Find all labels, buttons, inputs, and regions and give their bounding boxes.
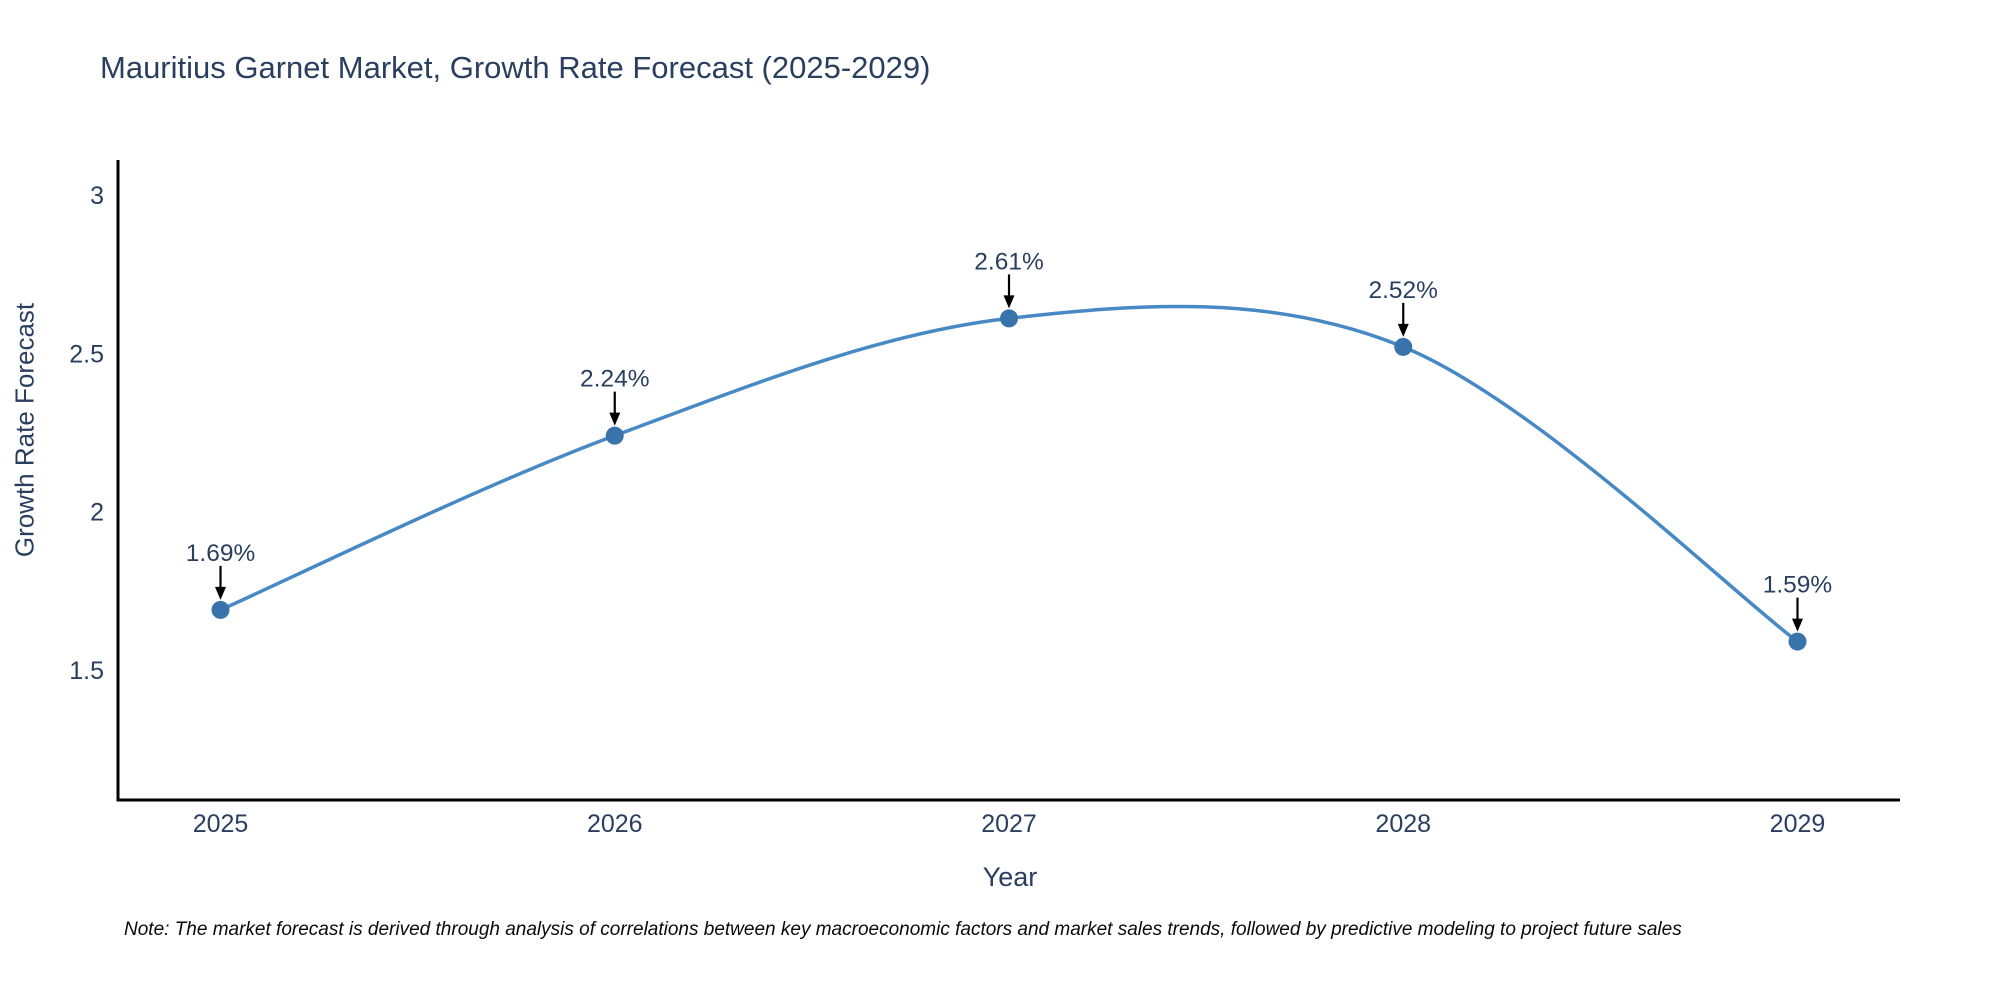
x-tick-label: 2028	[1375, 810, 1431, 838]
x-tick-label: 2025	[193, 810, 249, 838]
y-tick-label: 2.5	[69, 340, 104, 368]
data-point-marker[interactable]	[605, 426, 624, 445]
data-point-label: 2.24%	[580, 366, 649, 393]
data-point-marker[interactable]	[1394, 337, 1413, 356]
x-tick-label: 2029	[1770, 810, 1826, 838]
data-point-label: 1.69%	[186, 540, 255, 567]
x-tick-label: 2027	[981, 810, 1037, 838]
annotation-arrowhead	[215, 586, 227, 600]
y-tick-label: 2	[90, 499, 104, 527]
data-point-marker[interactable]	[1788, 632, 1807, 651]
annotation-arrowhead	[1791, 618, 1803, 632]
footnote: Note: The market forecast is derived thr…	[124, 919, 1682, 940]
y-tick-label: 3	[90, 182, 104, 210]
x-tick-label: 2026	[587, 810, 643, 838]
y-tick-label: 1.5	[69, 657, 104, 685]
data-point-label: 2.61%	[974, 248, 1043, 275]
data-point-label: 2.52%	[1369, 277, 1438, 304]
chart-title: Mauritius Garnet Market, Growth Rate For…	[100, 50, 931, 85]
annotation-arrowhead	[609, 412, 621, 426]
trend-line	[218, 304, 1800, 644]
data-point-marker[interactable]	[211, 600, 230, 619]
annotation-arrowhead	[1397, 323, 1409, 337]
x-axis-title: Year	[982, 862, 1038, 892]
annotation-arrowhead	[1003, 295, 1015, 309]
data-point-label: 1.59%	[1763, 572, 1832, 599]
data-point-marker[interactable]	[1000, 309, 1018, 328]
